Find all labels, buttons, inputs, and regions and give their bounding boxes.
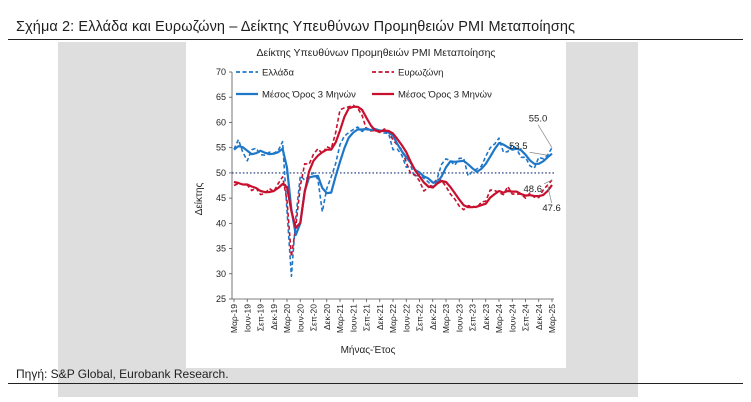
legend-label-1: Ευρωζώνη bbox=[398, 68, 443, 79]
x-tick-label: Δεκ-19 bbox=[269, 304, 279, 330]
x-tick-label: Μαρ-20 bbox=[282, 304, 292, 333]
data-label: 47.6 bbox=[542, 203, 561, 214]
series-line-1 bbox=[233, 104, 553, 258]
y-tick-label: 30 bbox=[216, 269, 226, 279]
x-tick-label: Δεκ-20 bbox=[322, 304, 332, 330]
y-tick-label: 50 bbox=[216, 168, 226, 178]
data-label-leader bbox=[537, 124, 553, 148]
source-note: Πηγή: S&P Global, Eurobank Research. bbox=[16, 367, 229, 381]
data-label: 55.0 bbox=[529, 114, 548, 125]
y-tick-label: 40 bbox=[216, 218, 226, 228]
x-tick-label: Ιουν-19 bbox=[242, 304, 252, 333]
x-tick-label: Μαρ-19 bbox=[229, 304, 239, 333]
x-tick-label: Μαρ-25 bbox=[547, 304, 557, 333]
x-tick-label: Ιουν-21 bbox=[348, 304, 358, 333]
data-labels: 55.0 53.5 48.6 47.6 bbox=[509, 114, 561, 214]
data-label-leader bbox=[529, 151, 548, 156]
x-tick-label: Σεπ-20 bbox=[309, 304, 319, 331]
legend: Ελλάδα Ευρωζώνη Μέσος Όρος 3 Μηνών Μέσος Όρ… bbox=[236, 68, 492, 101]
x-tick-label: Δεκ-23 bbox=[481, 304, 491, 330]
x-tick-label: Δεκ-22 bbox=[428, 304, 438, 330]
y-tick-label: 25 bbox=[216, 294, 226, 304]
x-tick-label: Σεπ-22 bbox=[415, 304, 425, 331]
x-tick-label: Σεπ-23 bbox=[468, 304, 478, 331]
series-line-3 bbox=[233, 105, 553, 229]
legend-label-2: Μέσος Όρος 3 Μηνών bbox=[262, 90, 356, 101]
data-label-leader bbox=[547, 184, 552, 204]
x-tick-label: Μαρ-22 bbox=[388, 304, 398, 333]
y-tick-label: 65 bbox=[216, 92, 226, 102]
x-tick-label: Δεκ-24 bbox=[534, 304, 544, 330]
x-tick-label: Ιουν-24 bbox=[507, 304, 517, 333]
footer-divider bbox=[8, 383, 743, 384]
legend-label-3: Μέσος Όρος 3 Μηνών bbox=[398, 90, 492, 101]
x-tick-label: Σεπ-24 bbox=[521, 304, 531, 331]
y-axis-label: Δείκτης bbox=[193, 182, 205, 215]
figure-title: Σχήμα 2: Ελλάδα και Ευρωζώνη – Δείκτης Υ… bbox=[16, 19, 576, 35]
series-line-2 bbox=[233, 127, 553, 236]
x-tick-label: Ιουν-23 bbox=[454, 304, 464, 333]
x-tick-label: Δεκ-21 bbox=[375, 304, 385, 330]
title-divider bbox=[8, 39, 743, 40]
pmi-line-chart: Δείκτης Υπευθύνων Προμηθειών PMI Μεταποί… bbox=[193, 47, 561, 356]
y-tick-label: 55 bbox=[216, 143, 226, 153]
x-tick-label: Σεπ-21 bbox=[362, 304, 372, 331]
chart-title: Δείκτης Υπευθύνων Προμηθειών PMI Μεταποί… bbox=[257, 47, 496, 59]
data-label-leader bbox=[543, 179, 553, 185]
legend-label-0: Ελλάδα bbox=[262, 68, 294, 79]
x-tick-label: Μαρ-21 bbox=[335, 304, 345, 333]
chart-panel: Δείκτης Υπευθύνων Προμηθειών PMI Μεταποί… bbox=[186, 42, 566, 368]
series-lines bbox=[233, 104, 553, 278]
x-tick-label: Μαρ-23 bbox=[441, 304, 451, 333]
y-tick-label: 35 bbox=[216, 244, 226, 254]
x-axis-label: Μήνας-Έτος bbox=[341, 344, 396, 356]
data-label: 53.5 bbox=[509, 141, 528, 152]
x-tick-label: Ιουν-20 bbox=[295, 304, 305, 333]
x-tick-label: Σεπ-19 bbox=[256, 304, 266, 331]
y-tick-label: 45 bbox=[216, 193, 226, 203]
data-label: 48.6 bbox=[524, 184, 543, 195]
x-tick-label: Μαρ-24 bbox=[494, 304, 504, 333]
y-tick-label: 70 bbox=[216, 67, 226, 77]
x-tick-label: Ιουν-22 bbox=[401, 304, 411, 333]
series-line-0 bbox=[233, 126, 553, 278]
y-tick-label: 60 bbox=[216, 117, 226, 127]
